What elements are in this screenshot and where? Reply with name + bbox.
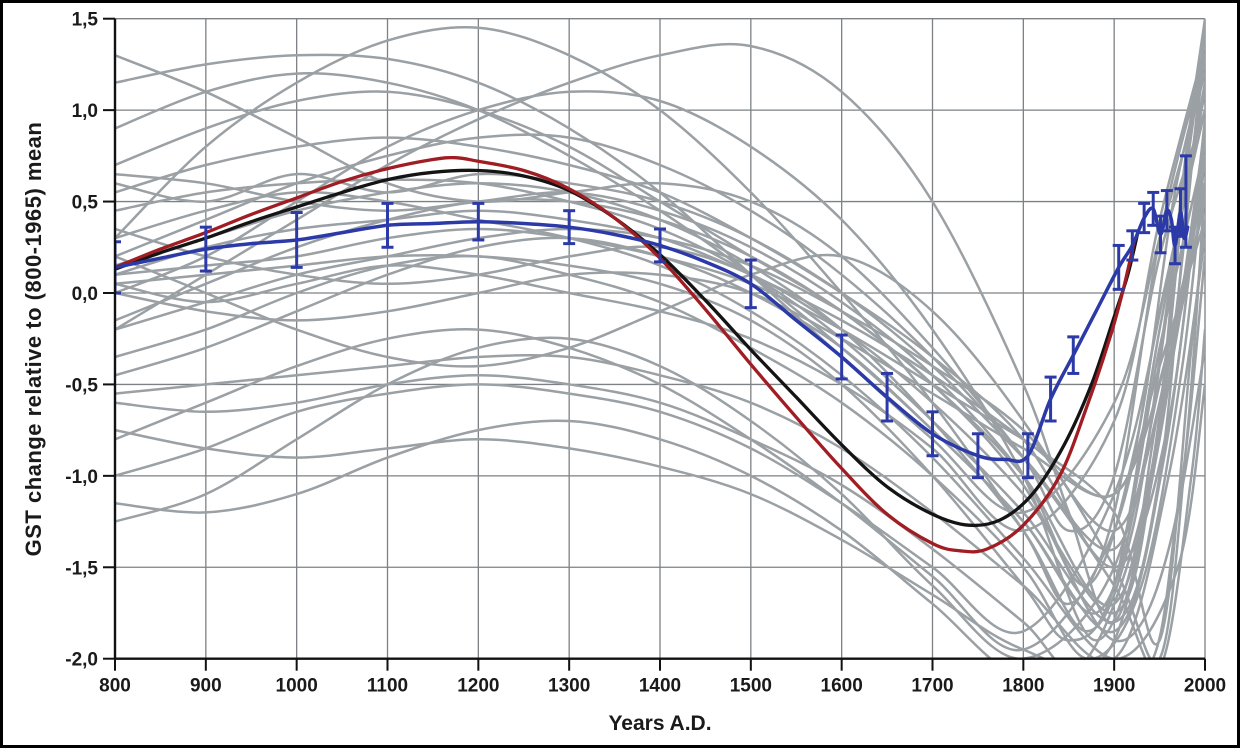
gray-curve-25 [115,154,1205,659]
y-tick-label: 1,5 [72,10,99,31]
gray-curve-26 [115,72,1205,634]
gray-curve-02 [115,54,1205,533]
black-curve [115,168,1140,528]
x-tick-label: 1700 [911,676,953,697]
y-tick-label: 0,5 [72,193,99,214]
gray-curve-07 [115,90,1205,642]
chart-canvas: 800 900 1000 1100 1200 1300 1400 1500 1600 1700 18… [65,10,1226,697]
x-tick-label: 1200 [457,676,499,697]
x-tick-label: 1600 [821,676,863,697]
y-tick-label: -1,0 [65,467,98,488]
gray-curve-14 [115,127,1205,659]
gray-curve-15 [115,54,1205,624]
gray-curve-31 [115,63,1205,587]
gray-curve-27 [115,133,1205,659]
x-tick-label: 1900 [1093,676,1135,697]
y-tick-label: -0,5 [65,375,98,396]
gray-curve-29 [115,81,1205,635]
red-curve [115,155,1136,554]
y-axis-title: GST change relative to (800-1965) mean [21,121,46,557]
gray-curve-20 [115,346,1205,659]
x-tick-label: 1400 [639,676,681,697]
gray-curve-16 [115,182,1205,659]
gray-curve-03 [115,26,1205,606]
y-tick-label: -1,5 [65,558,98,579]
x-tick-label: 2000 [1184,676,1226,697]
gray-curve-13 [115,236,1205,659]
gray-curve-17 [115,209,1205,646]
x-tick-label: 800 [99,676,131,697]
y-tick-label: -2,0 [65,650,98,671]
gray-curve-24 [115,118,1205,569]
gray-curve-30 [115,35,1205,615]
x-tick-label: 1300 [548,676,590,697]
gray-curve-12 [115,90,1205,615]
x-tick-label: 1100 [367,676,408,697]
x-tick-label: 1500 [730,676,772,697]
x-tick-label: 1000 [276,676,318,697]
y-tick-label: 0,0 [72,284,98,305]
x-axis-title: Years A.D. [608,712,712,735]
blue-curve [115,206,1190,464]
y-tick-label: 1,0 [72,101,98,122]
x-tick-label: 1800 [1002,676,1044,697]
gray-curve-28 [115,44,1205,532]
gray-curve-06 [115,200,1205,659]
error-bar [115,240,121,295]
x-tick-label: 900 [190,676,222,697]
